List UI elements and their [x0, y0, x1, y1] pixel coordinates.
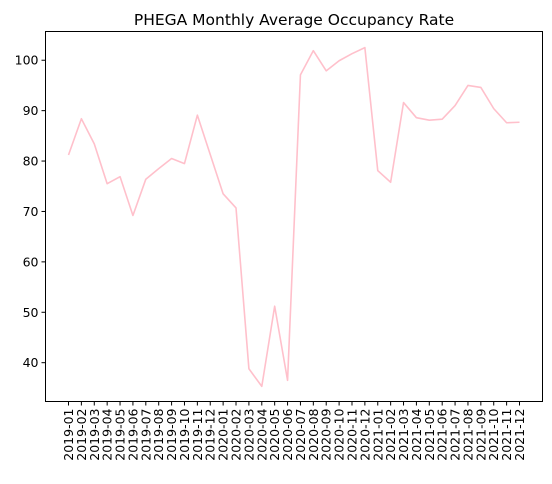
data-point [441, 118, 444, 121]
data-point [299, 73, 302, 76]
data-point [118, 175, 121, 178]
y-tick-label: 70 [23, 204, 39, 219]
x-tick-label: 2021-06 [435, 408, 450, 460]
data-point [389, 181, 392, 184]
x-tick-label: 2021-10 [486, 408, 501, 460]
data-point [286, 379, 289, 382]
data-point [222, 192, 225, 195]
x-tick-label: 2020-09 [319, 408, 334, 460]
data-point [415, 116, 418, 119]
data-point [363, 46, 366, 49]
x-tick-label: 2021-03 [396, 409, 411, 461]
x-tick-label: 2020-12 [357, 409, 372, 461]
x-tick-label: 2021-04 [409, 408, 424, 460]
x-tick-label: 2021-07 [448, 409, 463, 461]
x-tick-label: 2019-08 [151, 408, 166, 460]
y-tick-label: 40 [23, 355, 39, 370]
data-point [67, 153, 70, 156]
chart-title: PHEGA Monthly Average Occupancy Rate [134, 11, 454, 29]
data-point [93, 142, 96, 145]
data-point [209, 153, 212, 156]
data-point [170, 157, 173, 160]
data-point [131, 214, 134, 217]
x-tick-label: 2019-01 [61, 409, 76, 461]
plot-area [67, 46, 521, 388]
data-point [144, 178, 147, 181]
data-point [247, 367, 250, 370]
x-axis: 2019-012019-022019-032019-042019-052019-… [61, 401, 527, 461]
y-axis: 40 50 60 70 80 90 100 [15, 53, 46, 370]
data-point [479, 86, 482, 89]
y-tick-label: 50 [23, 305, 39, 320]
x-tick-label: 2021-05 [422, 409, 437, 461]
x-tick-label: 2021-02 [383, 409, 398, 461]
plot-frame [45, 31, 543, 402]
y-tick-label: 60 [23, 254, 39, 269]
y-tick-label: 100 [15, 53, 39, 68]
data-point [492, 107, 495, 110]
data-point [428, 119, 431, 122]
data-point [376, 169, 379, 172]
x-tick-label: 2020-06 [280, 408, 295, 460]
x-tick-label: 2021-09 [473, 408, 488, 460]
x-tick-label: 2019-09 [164, 408, 179, 460]
x-tick-label: 2019-10 [177, 408, 192, 460]
x-tick-label: 2020-01 [216, 409, 231, 461]
x-tick-label: 2019-04 [100, 408, 115, 460]
data-point [505, 121, 508, 124]
x-tick-label: 2019-05 [113, 409, 128, 461]
x-tick-label: 2019-07 [138, 409, 153, 461]
x-tick-label: 2019-02 [74, 409, 89, 461]
x-tick-label: 2021-12 [512, 409, 527, 461]
data-point [312, 49, 315, 52]
data-point [157, 167, 160, 170]
x-tick-label: 2020-03 [241, 409, 256, 461]
series-line [67, 46, 520, 388]
data-point [466, 84, 469, 87]
x-tick-label: 2019-03 [87, 409, 102, 461]
data-point [106, 182, 109, 185]
data-point [196, 114, 199, 117]
y-tick-label: 90 [23, 103, 39, 118]
data-point [273, 305, 276, 308]
x-tick-label: 2021-08 [460, 408, 475, 460]
data-point [453, 104, 456, 107]
x-tick-label: 2021-01 [370, 409, 385, 461]
data-point [325, 69, 328, 72]
data-point [183, 162, 186, 165]
data-point [402, 101, 405, 104]
x-tick-label: 2019-11 [190, 409, 205, 461]
x-tick-label: 2020-08 [306, 408, 321, 460]
x-tick-label: 2020-07 [293, 409, 308, 461]
data-point [350, 52, 353, 55]
data-point [80, 117, 83, 120]
x-tick-label: 2020-04 [254, 408, 269, 460]
x-tick-label: 2020-05 [267, 409, 282, 461]
x-tick-label: 2020-10 [332, 408, 347, 460]
data-point [338, 59, 341, 62]
data-point [518, 121, 521, 124]
x-tick-label: 2019-06 [125, 408, 140, 460]
y-tick-label: 80 [23, 154, 39, 169]
x-tick-label: 2020-11 [344, 409, 359, 461]
data-point [234, 206, 237, 209]
x-tick-label: 2019-12 [203, 409, 218, 461]
x-tick-label: 2020-02 [229, 409, 244, 461]
x-tick-label: 2021-11 [499, 409, 514, 461]
data-point [260, 385, 263, 388]
